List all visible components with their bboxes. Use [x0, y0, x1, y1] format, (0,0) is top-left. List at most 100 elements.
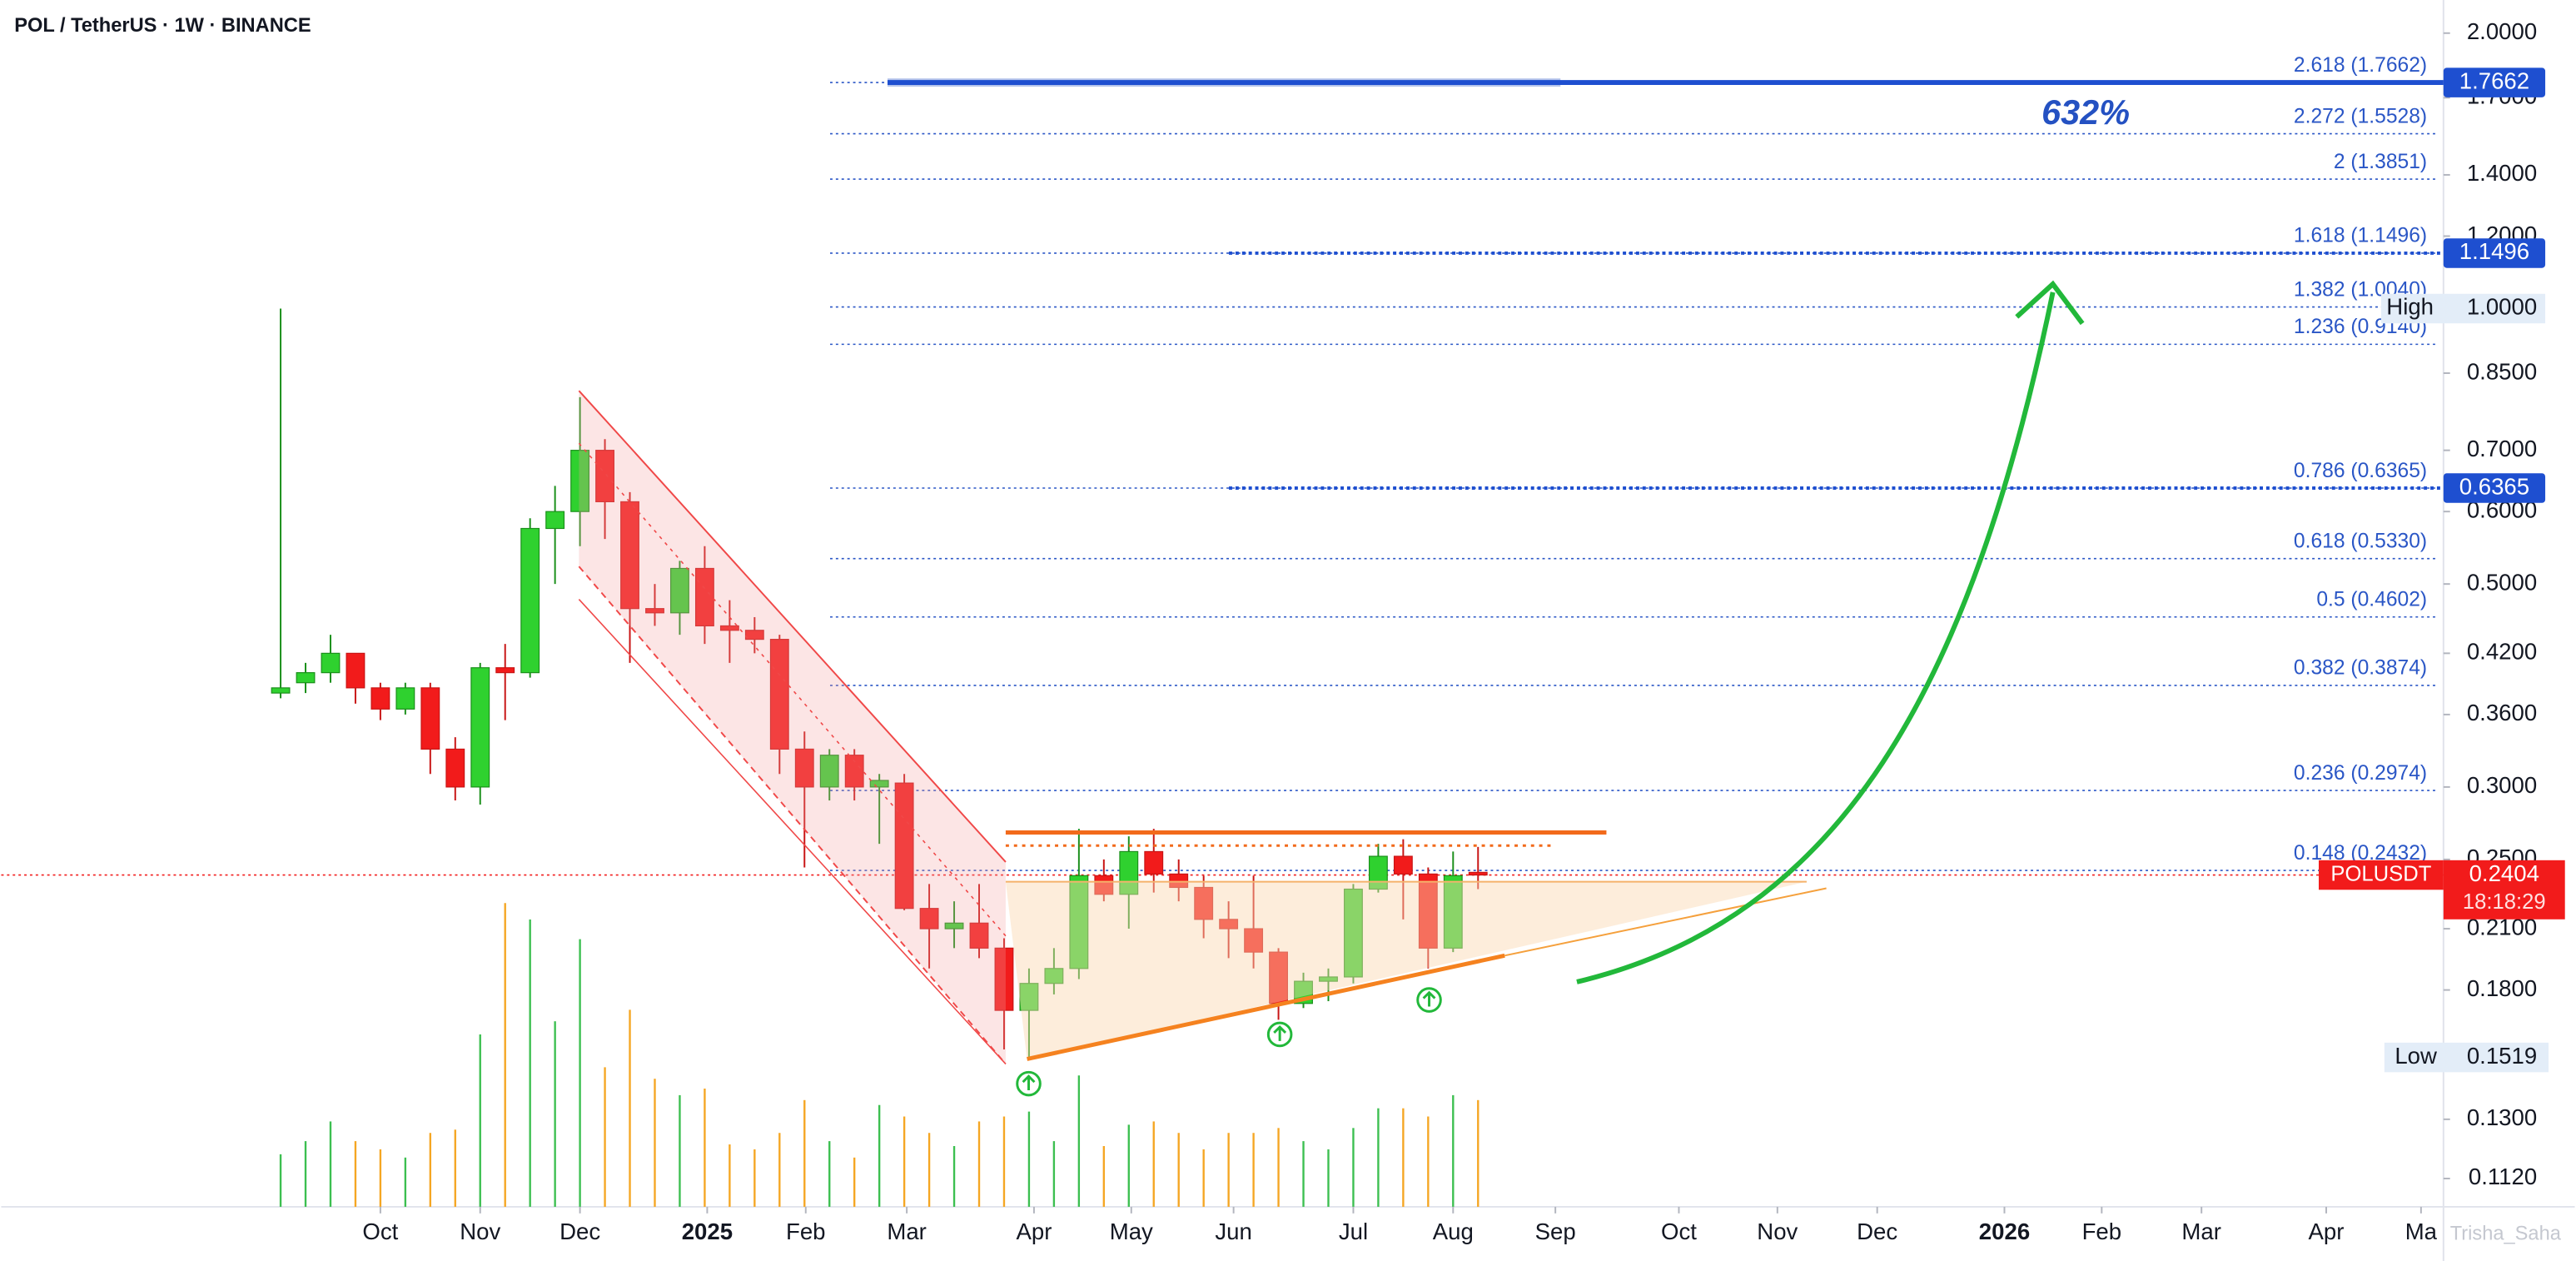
candle-body [545, 511, 565, 530]
back-layer [1, 78, 2444, 1207]
x-tick-label: Apr [2309, 1219, 2345, 1244]
volume-bar [903, 1116, 906, 1207]
volume-bar [1452, 1094, 1455, 1207]
price-tag-label: 1.1496 [2459, 238, 2529, 264]
candle-body [794, 748, 814, 788]
volume-bar [778, 1133, 781, 1207]
candle-body [1019, 983, 1039, 1011]
price-tag [2443, 238, 2546, 268]
volume-bar [1352, 1128, 1355, 1207]
candle-body [1244, 928, 1264, 953]
volume-bar [977, 1121, 981, 1207]
fib-label: 2 (1.3851) [2334, 151, 2427, 173]
volume-bar [753, 1149, 756, 1207]
candle-body [694, 567, 714, 627]
candle-body [1144, 850, 1164, 875]
volume-bar [654, 1079, 656, 1207]
x-tick-label: 2026 [1979, 1219, 2030, 1244]
volume-bar [1402, 1108, 1405, 1207]
channel-upper [578, 390, 1007, 863]
x-tick-label: Feb [786, 1219, 826, 1244]
volume-bar [803, 1099, 806, 1207]
triangle-fill [1005, 881, 1807, 1059]
volume-bar [1427, 1116, 1430, 1207]
candle-body [395, 687, 415, 710]
volume-bar [1052, 1141, 1056, 1207]
volume-bar [1077, 1075, 1081, 1207]
candle-body [520, 527, 540, 674]
support [1027, 953, 1505, 1061]
fib-label: 2.272 (1.5528) [2294, 105, 2427, 127]
price-tag [2443, 67, 2546, 97]
candle-body [1344, 888, 1363, 978]
volume-bar [729, 1144, 731, 1207]
x-tick-label: Aug [1433, 1219, 1474, 1244]
candle-body [346, 652, 366, 689]
candle-body [869, 780, 889, 788]
volume-bar [1377, 1108, 1380, 1207]
volume-bar [1477, 1099, 1479, 1207]
target-annotation: 632% [2041, 93, 2130, 132]
candle-body [370, 687, 390, 710]
volume-bar [304, 1141, 307, 1207]
volume-bar [529, 919, 531, 1207]
y-tick-label: 2.0000 [2467, 18, 2537, 44]
volume-bar [404, 1157, 407, 1207]
volume-bar [479, 1034, 481, 1207]
y-tick-label: 0.4200 [2467, 639, 2537, 665]
x-tick-label: Oct [362, 1219, 398, 1244]
candle-body [470, 667, 490, 788]
volume-bar [454, 1129, 456, 1207]
candle-body [919, 908, 939, 930]
last-price-label: 0.2404 [2469, 860, 2539, 886]
channel-lower [578, 566, 1007, 1065]
price-tag [2443, 473, 2546, 503]
channel-outer [578, 599, 1007, 1064]
volume-bar [853, 1157, 856, 1207]
y-tick-label: 0.8500 [2467, 358, 2537, 384]
price-tag-label: 0.6365 [2459, 473, 2529, 499]
candle-body [994, 947, 1014, 1011]
y-tick-label: 0.1800 [2467, 975, 2537, 1001]
x-tick-label: Feb [2082, 1219, 2122, 1244]
candle-body [1194, 886, 1214, 920]
y-tick-label: 0.1300 [2467, 1104, 2537, 1130]
y-tick-label: 0.1120 [2469, 1164, 2537, 1189]
x-tick-label: Ma [2405, 1219, 2438, 1244]
volume-bar [952, 1146, 956, 1207]
candle-body [620, 501, 639, 610]
volume-bar [329, 1121, 332, 1207]
y-tick-label: 1.4000 [2467, 160, 2537, 186]
candle-body [944, 922, 964, 930]
bounce-markers [1016, 987, 1442, 1097]
candle-body [769, 639, 789, 750]
x-tick-label: Jul [1339, 1219, 1368, 1244]
volume-bar [1227, 1133, 1230, 1207]
x-tick-label: Nov [460, 1219, 500, 1244]
volume-bar [554, 1021, 556, 1207]
candle-body [969, 922, 989, 949]
candle-body [645, 608, 664, 614]
volume-bar [1277, 1128, 1280, 1207]
volume-bar [504, 903, 506, 1207]
x-tick-label: Mar [887, 1219, 927, 1244]
x-tick-label: Jun [1215, 1219, 1251, 1244]
candle-body [1393, 855, 1413, 875]
y-tick-label: 0.3600 [2467, 700, 2537, 725]
candle-body [844, 755, 864, 788]
candle-body [1443, 875, 1463, 949]
volume-bar [679, 1094, 681, 1207]
candle-body [1044, 968, 1064, 984]
candle-body [1219, 919, 1239, 930]
extreme-tag-name: High [2386, 294, 2434, 320]
last-price-tag [2443, 860, 2565, 920]
volume-bar [1327, 1149, 1330, 1207]
extreme-tag-label: 1.0000 [2467, 294, 2537, 320]
arrow-head [2015, 280, 2085, 326]
candle-body [819, 755, 839, 788]
price-tag-label: 1.7662 [2459, 67, 2529, 93]
candle-body [1094, 875, 1114, 895]
volume-bar [927, 1133, 931, 1207]
